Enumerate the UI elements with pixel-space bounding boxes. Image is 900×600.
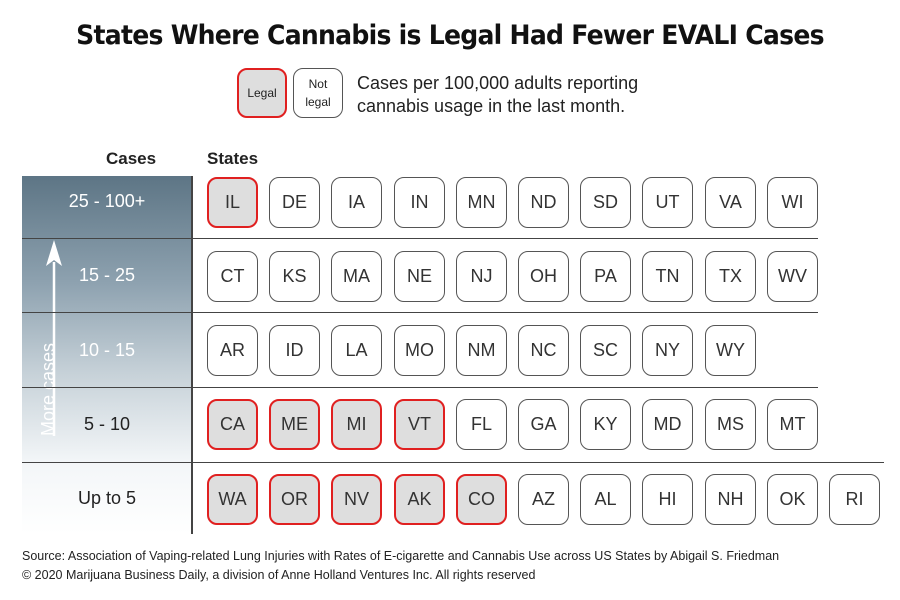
case-range-label: 5 - 10 [83,413,131,434]
state-box-pa: PA [580,251,631,302]
state-box-ut: UT [642,177,693,228]
state-box-co: CO [456,474,507,525]
cases-gradient-bar [22,176,192,534]
state-box-nc: NC [518,325,569,376]
state-box-ak: AK [394,474,445,525]
row-divider [22,462,884,463]
state-box-nm: NM [456,325,507,376]
state-box-va: VA [705,177,756,228]
case-range-label: 15 - 25 [78,265,136,286]
case-range-label: Up to 5 [77,488,137,509]
state-box-nd: ND [518,177,569,228]
source-line: Source: Association of Vaping-related Lu… [22,549,780,563]
state-box-ar: AR [207,325,258,376]
state-box-hi: HI [642,474,693,525]
state-box-az: AZ [518,474,569,525]
state-box-wa: WA [207,474,258,525]
legend-legal-swatch: Legal [237,68,287,118]
arrow-up-icon [46,240,62,436]
state-box-nh: NH [705,474,756,525]
state-box-ct: CT [207,251,258,302]
state-box-nv: NV [331,474,382,525]
state-box-mo: MO [394,325,445,376]
row-divider [22,238,818,239]
state-box-vt: VT [394,399,445,450]
legend-legal-label: Legal [247,86,277,100]
state-box-md: MD [642,399,693,450]
state-box-tn: TN [642,251,693,302]
state-box-ne: NE [394,251,445,302]
source-note: Source: Association of Vaping-related Lu… [22,547,779,585]
state-box-ks: KS [269,251,320,302]
chart-title: States Where Cannabis is Legal Had Fewer… [76,20,824,51]
cases-column-header: Cases [106,149,157,168]
state-box-il: IL [207,177,258,228]
copyright-line: © 2020 Marijuana Business Daily, a divis… [22,568,536,582]
state-box-ok: OK [767,474,818,525]
legend-not-legal-swatch: Not legal [293,68,343,118]
state-box-ia: IA [331,177,382,228]
case-range-label: 10 - 15 [78,339,136,360]
state-box-wy: WY [705,325,756,376]
row-divider [22,312,818,313]
state-box-sd: SD [580,177,631,228]
state-box-ky: KY [580,399,631,450]
state-box-al: AL [580,474,631,525]
state-box-wi: WI [767,177,818,228]
state-box-mi: MI [331,399,382,450]
state-box-de: DE [269,177,320,228]
state-box-ca: CA [207,399,258,450]
state-box-me: ME [269,399,320,450]
state-box-ma: MA [331,251,382,302]
state-box-mt: MT [767,399,818,450]
state-box-oh: OH [518,251,569,302]
state-box-wv: WV [767,251,818,302]
state-box-nj: NJ [456,251,507,302]
row-divider [22,387,818,388]
states-column-header: States [207,149,259,168]
state-box-ny: NY [642,325,693,376]
state-box-sc: SC [580,325,631,376]
case-range-label: 25 - 100+ [68,191,146,211]
state-box-tx: TX [705,251,756,302]
state-box-or: OR [269,474,320,525]
state-box-in: IN [394,177,445,228]
state-box-id: ID [269,325,320,376]
table-vertical-divider [191,176,193,534]
state-box-ms: MS [705,399,756,450]
legend-description: Cases per 100,000 adults reporting canna… [357,73,639,116]
state-box-ga: GA [518,399,569,450]
legend-not-legal-label: Not legal [305,77,331,109]
state-box-fl: FL [456,399,507,450]
state-box-ri: RI [829,474,880,525]
state-box-mn: MN [456,177,507,228]
state-box-la: LA [331,325,382,376]
